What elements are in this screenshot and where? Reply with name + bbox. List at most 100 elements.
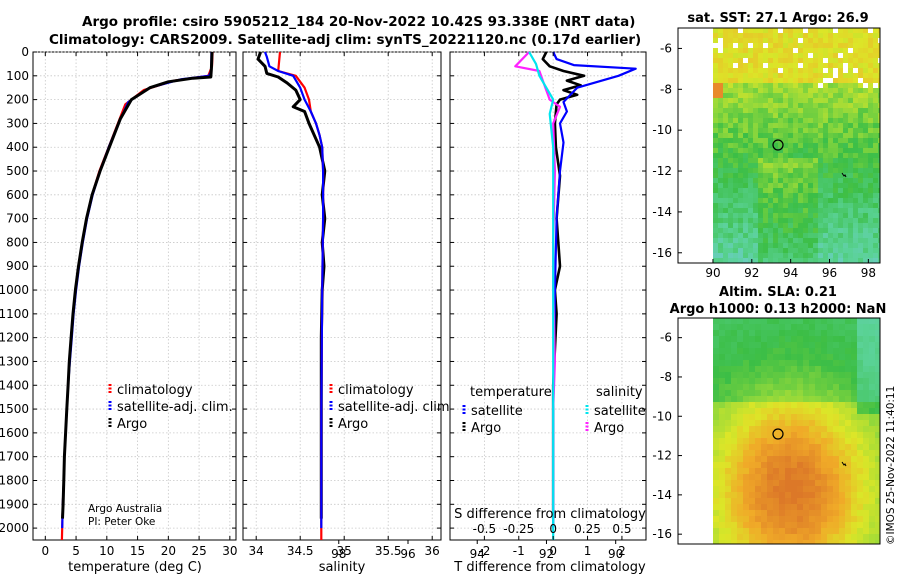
sst-cell [753, 123, 758, 128]
sla-cell [785, 360, 791, 366]
sla-cell [713, 414, 719, 420]
sst-cell [768, 208, 773, 213]
sla-cell [761, 528, 767, 534]
sst-cell [808, 98, 813, 103]
sst-cell [778, 178, 783, 183]
sst-cell [783, 193, 788, 198]
sla-cell [845, 438, 851, 444]
sst-cell [798, 198, 803, 203]
sst-cell [728, 73, 733, 78]
sst-cell [778, 143, 783, 148]
sst-cell [838, 103, 843, 108]
map-x-tick-label: 98 [331, 547, 346, 561]
sst-cell [808, 133, 813, 138]
sst-cell [873, 203, 878, 208]
sst-cell [878, 208, 880, 213]
sst-cell [783, 203, 788, 208]
sst-cell [838, 218, 843, 223]
sst-cell [878, 158, 880, 163]
sla-cell [869, 432, 875, 438]
sst-cell [868, 73, 873, 78]
sst-cell [808, 43, 813, 48]
sst-cell [728, 173, 733, 178]
sst-cell [843, 48, 848, 53]
sst-cell [753, 28, 758, 33]
sst-cell [843, 118, 848, 123]
sst-cell [878, 183, 880, 188]
sla-cell [827, 444, 833, 450]
temperature-panel: 0100200300400500600700800900100011001200… [0, 45, 237, 575]
sst-cell [878, 113, 880, 118]
sst-cell [863, 173, 868, 178]
sst-cell [723, 38, 728, 43]
sst-cell [768, 178, 773, 183]
sla-cell [743, 540, 749, 544]
sla-cell [719, 504, 725, 510]
sst-cell [743, 33, 748, 38]
sst-cell [788, 63, 793, 68]
sla-cell [797, 486, 803, 492]
sst-cell [748, 258, 753, 263]
sst-cell [793, 63, 798, 68]
sst-cell [813, 48, 818, 53]
sst-cell [748, 73, 753, 78]
sst-cell [768, 83, 773, 88]
sla-cell [731, 408, 737, 414]
sst-cell [728, 118, 733, 123]
sst-cell [763, 188, 768, 193]
sst-cell [808, 53, 813, 58]
sla-cell [851, 408, 857, 414]
sla-cell [821, 372, 827, 378]
sst-cell [878, 28, 880, 33]
sst-cell [723, 178, 728, 183]
sla-cell [791, 408, 797, 414]
sla-cell [863, 504, 869, 510]
sst-cell [838, 173, 843, 178]
sla-cell [857, 540, 863, 544]
sst-cell [838, 253, 843, 258]
sla-cell [761, 432, 767, 438]
sst-cell [768, 63, 773, 68]
sst-cell [738, 38, 743, 43]
sla-cell [743, 432, 749, 438]
sla-cell [803, 486, 809, 492]
sla-cell [737, 456, 743, 462]
sla-cell [809, 474, 815, 480]
sla-cell [809, 390, 815, 396]
sst-cell [838, 208, 843, 213]
sst-cell [843, 28, 848, 33]
sst-cell [833, 28, 838, 33]
sst-cell [843, 213, 848, 218]
sla-cell [833, 540, 839, 544]
sla-cell [875, 396, 880, 402]
sst-cell [728, 228, 733, 233]
sst-cell [733, 248, 738, 253]
sla-cell [743, 504, 749, 510]
sst-cell [723, 228, 728, 233]
sst-cell [783, 28, 788, 33]
sst-cell [858, 233, 863, 238]
sla-cell [749, 342, 755, 348]
sla-cell [773, 396, 779, 402]
sst-cell [878, 98, 880, 103]
sla-cell [761, 408, 767, 414]
sla-cell [803, 474, 809, 480]
sst-cell [863, 28, 868, 33]
sla-cell [875, 426, 880, 432]
sla-cell [839, 534, 845, 540]
sla-cell [749, 360, 755, 366]
sst-cell [748, 218, 753, 223]
sla-cell [749, 354, 755, 360]
sst-cell [743, 228, 748, 233]
sst-cell [838, 68, 843, 73]
sla-cell [737, 396, 743, 402]
sst-cell [763, 158, 768, 163]
sla-cell [869, 528, 875, 534]
sla-cell [869, 342, 875, 348]
sst-cell [753, 168, 758, 173]
sst-cell [803, 83, 808, 88]
sla-cell [797, 420, 803, 426]
sla-cell [809, 528, 815, 534]
sla-cell [869, 354, 875, 360]
sst-cell [813, 228, 818, 233]
